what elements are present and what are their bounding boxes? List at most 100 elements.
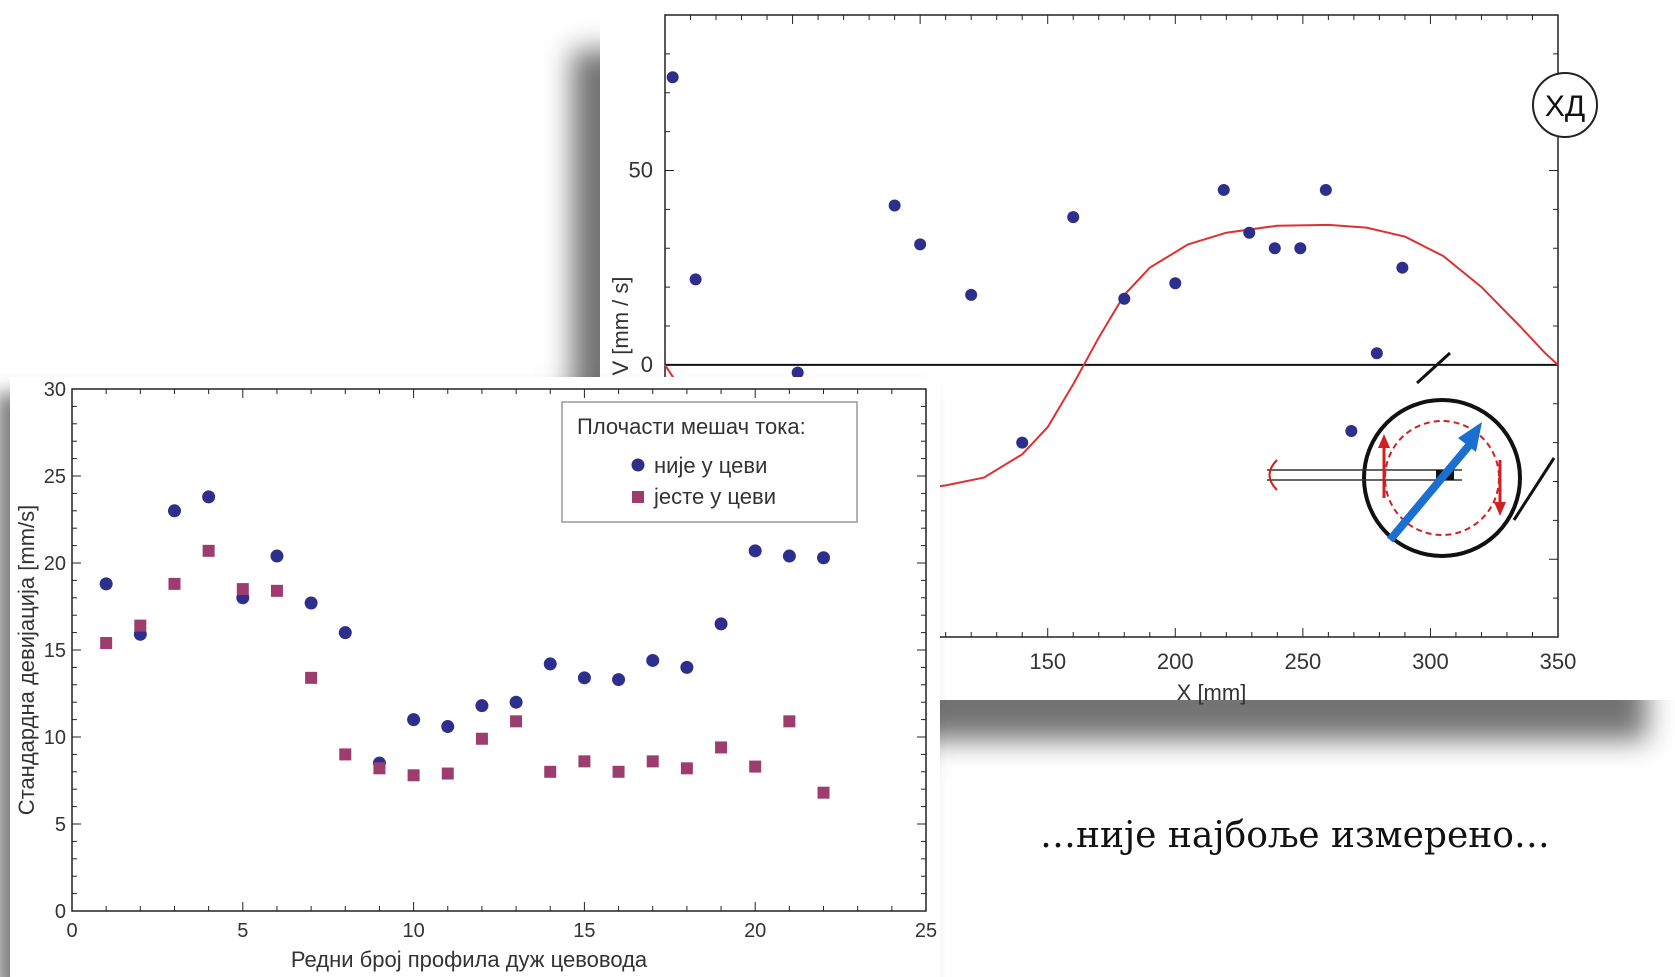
data-point-in-pipe bbox=[817, 786, 830, 799]
data-point bbox=[1118, 292, 1131, 305]
badge-circle bbox=[1532, 72, 1598, 138]
legend-box bbox=[561, 401, 858, 523]
y-tick-label: 30 bbox=[44, 379, 66, 401]
data-point-not-in-pipe bbox=[441, 720, 455, 734]
y-tick-label: 5 bbox=[55, 814, 66, 836]
blade-arrow bbox=[1386, 439, 1476, 543]
legend-title: Плочасти мешач тока: bbox=[577, 414, 806, 439]
y-tick-label: 10 bbox=[44, 727, 66, 749]
data-point-not-in-pipe bbox=[748, 544, 762, 558]
data-point-not-in-pipe bbox=[475, 699, 489, 713]
pipe-line-top bbox=[1415, 351, 1452, 385]
data-point-not-in-pipe bbox=[509, 695, 523, 709]
x-tick-label: 150 bbox=[1029, 649, 1066, 674]
x-tick-label: 300 bbox=[1412, 649, 1449, 674]
y-tick-label: 25 bbox=[44, 466, 66, 488]
data-point-not-in-pipe bbox=[543, 657, 557, 671]
data-point bbox=[1016, 436, 1029, 449]
data-point-in-pipe bbox=[578, 755, 591, 768]
data-point bbox=[1396, 261, 1409, 274]
legend-label: није у цеви bbox=[654, 453, 767, 478]
x-tick-label: 250 bbox=[1284, 649, 1321, 674]
y-tick-label: 20 bbox=[44, 553, 66, 575]
y-tick-label: 0 bbox=[641, 352, 653, 377]
data-point bbox=[1243, 226, 1256, 239]
legend-label: јесте у цеви bbox=[653, 484, 776, 509]
data-point-in-pipe bbox=[270, 584, 283, 597]
x-tick-label: 5 bbox=[237, 920, 248, 942]
data-point-in-pipe bbox=[339, 748, 352, 761]
badge-label: ХД bbox=[1545, 90, 1585, 123]
data-point-not-in-pipe bbox=[577, 671, 591, 685]
data-point-not-in-pipe bbox=[817, 551, 831, 565]
data-point-not-in-pipe bbox=[167, 504, 181, 518]
x-tick-label: 15 bbox=[573, 920, 595, 942]
data-point-not-in-pipe bbox=[680, 660, 694, 674]
data-point-not-in-pipe bbox=[338, 626, 352, 640]
data-point-in-pipe bbox=[134, 619, 147, 632]
flow-arrowhead-up bbox=[1378, 434, 1390, 448]
data-point-in-pipe bbox=[475, 732, 488, 745]
x-axis-label: Редни број профила дуж цевовода bbox=[291, 947, 648, 972]
data-point-in-pipe bbox=[100, 637, 113, 650]
data-point bbox=[791, 366, 804, 379]
data-point-not-in-pipe bbox=[782, 549, 796, 563]
data-point-in-pipe bbox=[236, 583, 249, 596]
y-tick-label: 15 bbox=[44, 640, 66, 662]
data-point bbox=[1217, 183, 1230, 196]
data-point-in-pipe bbox=[783, 715, 796, 728]
data-point bbox=[1370, 347, 1383, 360]
legend-marker-square bbox=[632, 491, 644, 503]
data-point bbox=[1067, 211, 1080, 224]
y-axis-label: V [mm / s] bbox=[608, 277, 633, 376]
data-point bbox=[888, 199, 901, 212]
data-point-in-pipe bbox=[646, 755, 659, 768]
velocity-profile-chart: 100150200250300350500X [mm]V [mm / s]ХД bbox=[608, 14, 1598, 705]
data-point bbox=[1169, 277, 1182, 290]
pipe-line-right bbox=[1512, 457, 1556, 521]
data-point-in-pipe bbox=[715, 741, 728, 754]
data-point-not-in-pipe bbox=[646, 653, 660, 667]
std-deviation-chart: 0 5 10 15 20 25 0 5 10 15 20 25 30 Редни број профила… bbox=[14, 379, 937, 972]
caption-text: …није најбоље измерено… bbox=[1040, 815, 1550, 856]
data-point-not-in-pipe bbox=[407, 713, 421, 727]
mixer-schematic-icon bbox=[1267, 351, 1556, 558]
data-point-not-in-pipe bbox=[612, 673, 626, 687]
data-point-in-pipe bbox=[510, 715, 523, 728]
x-tick-label: 25 bbox=[915, 920, 937, 942]
flow-arrowhead-down bbox=[1494, 502, 1506, 516]
data-point-not-in-pipe bbox=[202, 490, 216, 504]
data-point-not-in-pipe bbox=[99, 577, 113, 591]
x-tick-label: 350 bbox=[1540, 649, 1577, 674]
data-point-not-in-pipe bbox=[714, 617, 728, 631]
data-point-in-pipe bbox=[680, 762, 693, 775]
y-tick-label: 50 bbox=[629, 158, 653, 183]
data-point bbox=[666, 71, 679, 84]
data-point-not-in-pipe bbox=[270, 549, 284, 563]
data-point-in-pipe bbox=[373, 762, 386, 775]
x-tick-label: 0 bbox=[66, 920, 77, 942]
data-point-in-pipe bbox=[305, 671, 318, 684]
blade-arrowhead bbox=[1458, 422, 1482, 452]
pipe-circle bbox=[1362, 398, 1522, 558]
data-point bbox=[1294, 242, 1307, 255]
data-point-in-pipe bbox=[612, 765, 625, 778]
data-point-in-pipe bbox=[441, 767, 454, 780]
data-point-in-pipe bbox=[544, 765, 557, 778]
data-point bbox=[965, 288, 978, 301]
data-point bbox=[914, 238, 927, 251]
data-point bbox=[1268, 242, 1281, 255]
data-point-in-pipe bbox=[168, 577, 181, 590]
data-point-in-pipe bbox=[407, 769, 420, 782]
legend-marker-circle bbox=[631, 458, 645, 472]
std-deviation-panel: 0 5 10 15 20 25 0 5 10 15 20 25 30 Редни број профила… bbox=[10, 377, 940, 977]
data-point-not-in-pipe bbox=[304, 596, 318, 610]
data-point-in-pipe bbox=[749, 760, 762, 773]
y-tick-label: 0 bbox=[55, 901, 66, 923]
data-point bbox=[1319, 183, 1332, 196]
data-point-in-pipe bbox=[202, 544, 215, 557]
x-axis-label: X [mm] bbox=[1177, 680, 1247, 705]
x-tick-label: 200 bbox=[1157, 649, 1194, 674]
data-point bbox=[1345, 424, 1358, 437]
data-point bbox=[689, 273, 702, 286]
